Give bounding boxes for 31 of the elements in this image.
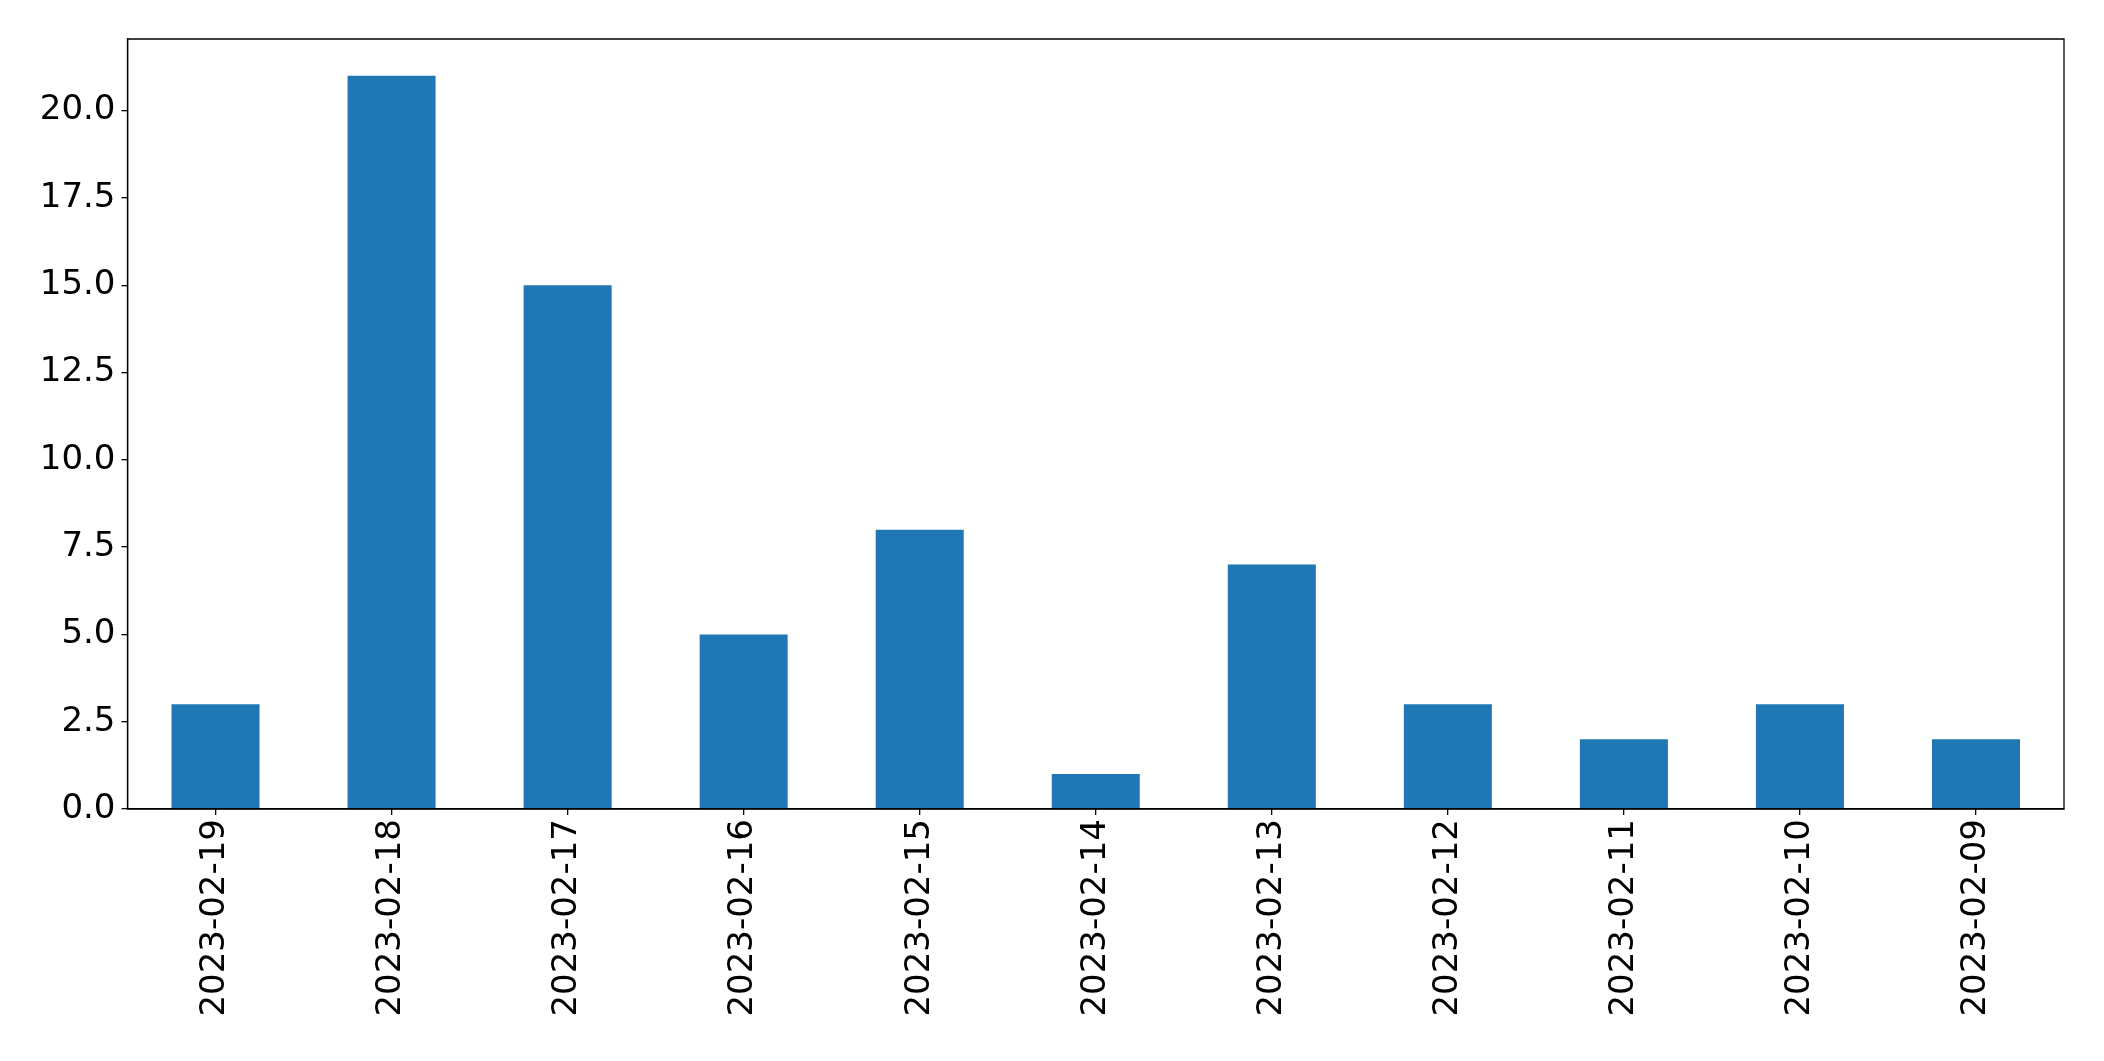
bar xyxy=(171,704,260,809)
x-tick-label: 2023-02-19 xyxy=(192,819,233,1017)
bar xyxy=(1579,739,1668,809)
x-tick-label: 2023-02-12 xyxy=(1424,819,1465,1017)
x-tick-label: 2023-02-09 xyxy=(1952,819,1993,1017)
y-tick-label: 0.0 xyxy=(61,785,116,826)
bar xyxy=(875,529,964,809)
bar xyxy=(1227,564,1316,809)
bar xyxy=(523,285,612,809)
y-tick-label: 20.0 xyxy=(39,87,116,128)
x-tick-label: 2023-02-13 xyxy=(1248,819,1289,1017)
bar xyxy=(347,75,436,809)
y-tick-label: 7.5 xyxy=(61,523,116,564)
x-tick-label: 2023-02-17 xyxy=(544,819,585,1017)
x-tick-label: 2023-02-15 xyxy=(896,819,937,1017)
x-tick-label: 2023-02-18 xyxy=(368,819,409,1017)
y-tick-label: 15.0 xyxy=(39,262,116,303)
y-tick-label: 10.0 xyxy=(39,436,116,477)
x-tick-label: 2023-02-16 xyxy=(720,819,761,1017)
bar xyxy=(1051,774,1140,809)
x-tick-label: 2023-02-10 xyxy=(1776,819,1817,1017)
x-tick-label: 2023-02-11 xyxy=(1600,819,1641,1017)
y-tick-label: 17.5 xyxy=(39,174,116,215)
bar xyxy=(1931,739,2020,809)
bar xyxy=(1755,704,1844,809)
bar xyxy=(1403,704,1492,809)
x-tick-label: 2023-02-14 xyxy=(1072,819,1113,1017)
y-tick-label: 2.5 xyxy=(61,698,116,739)
y-tick-label: 5.0 xyxy=(61,611,116,652)
bar xyxy=(699,634,788,809)
y-tick-label: 12.5 xyxy=(39,349,116,390)
